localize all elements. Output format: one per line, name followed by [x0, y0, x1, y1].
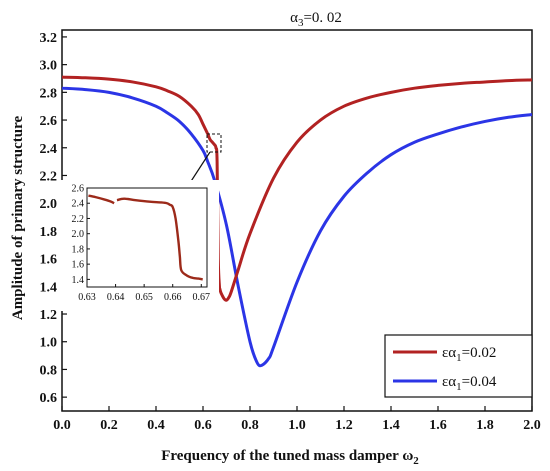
y-tick-label: 2.8: [40, 86, 58, 101]
inset-segment-1: [88, 194, 115, 205]
x-tick-label: 1.2: [335, 418, 353, 433]
tick-layer: 0.0 0.2 0.4 0.6 0.8 1.0 1.2 1.4 1.6 1.8 2.0 0.6 0.8 1…: [40, 31, 541, 433]
series-layer: [61, 75, 533, 368]
inset-y-tick-label: 1.6: [72, 260, 85, 271]
x-tick-label: 1.4: [382, 418, 400, 433]
y-tick-label: 1.8: [40, 225, 58, 240]
x-tick-label: 1.0: [288, 418, 306, 433]
x-tick-label: 0.2: [100, 418, 118, 433]
x-axis-label: Frequency of the tuned mass damper ω2: [161, 448, 419, 467]
inset-y-tick-label: 2.2: [72, 214, 85, 225]
y-tick-label: 1.0: [40, 336, 58, 351]
inset-y-tick-label: 2.4: [72, 199, 85, 210]
y-tick-label: 2.4: [40, 142, 58, 157]
chart-title: α3=0. 02: [290, 10, 342, 29]
x-tick-label: 1.8: [476, 418, 494, 433]
inset-frame: [86, 187, 208, 288]
inset-y-tick-label: 2.0: [72, 229, 85, 240]
legend-label-2: εα1=0.04: [442, 374, 497, 393]
x-tick-label: 2.0: [523, 418, 541, 433]
inset-segment-2: [116, 197, 203, 281]
y-tick-label: 2.6: [40, 114, 58, 129]
y-tick-label: 0.6: [40, 391, 58, 406]
inset-x-tick-label: 0.65: [135, 292, 153, 303]
legend-box: [384, 334, 533, 398]
inset-x-tick-label: 0.63: [78, 292, 96, 303]
x-tick-label: 0.8: [241, 418, 259, 433]
y-tick-label: 1.4: [40, 280, 58, 295]
zoom-region-box: [206, 133, 222, 153]
inset-plot: 0.63 0.64 0.65 0.66 0.67 1.4 1.6 1.8 2.0 2.2 2.4 2.…: [59, 180, 219, 311]
y-tick-label: 2.2: [40, 169, 58, 184]
x-tick-label: 0.4: [147, 418, 165, 433]
title-rest: =0. 02: [303, 10, 341, 26]
y-tick-label: 1.2: [40, 308, 58, 323]
y-axis-label: Amplitude of primary structure: [10, 116, 26, 321]
series-line-2: [61, 86, 533, 368]
y-tick-label: 3.2: [40, 31, 58, 46]
series-line-1: [61, 75, 533, 302]
y-tick-label: 2.0: [40, 197, 58, 212]
inset-background: [59, 180, 219, 311]
x-tick-label: 0.0: [53, 418, 71, 433]
inset-y-tick-label: 2.6: [72, 184, 85, 195]
x-tick-label: 1.6: [429, 418, 447, 433]
inset-x-tick-label: 0.66: [164, 292, 182, 303]
inset-x-tick-label: 0.64: [107, 292, 125, 303]
legend-label-1: εα1=0.02: [442, 345, 496, 364]
inset-x-tick-label: 0.67: [193, 292, 211, 303]
x-tick-label: 0.6: [194, 418, 212, 433]
y-tick-label: 1.6: [40, 253, 58, 268]
y-tick-label: 3.0: [40, 59, 58, 74]
title-sub: 3: [298, 17, 304, 29]
legend: εα1=0.02 εα1=0.04: [384, 334, 533, 398]
title-alpha: α: [290, 10, 298, 26]
inset-y-tick-label: 1.8: [72, 244, 85, 255]
y-tick-label: 0.8: [40, 363, 58, 378]
inset-y-tick-label: 1.4: [72, 275, 85, 286]
